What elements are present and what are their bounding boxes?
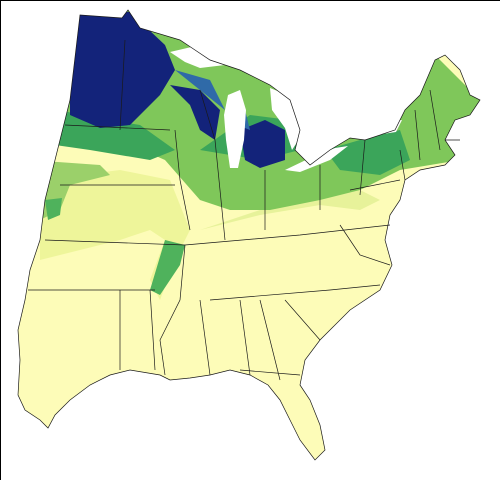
lake — [170, 40, 270, 68]
high-region — [45, 198, 185, 295]
highest-region — [70, 10, 285, 168]
lake — [270, 88, 305, 150]
outline — [17, 9, 481, 461]
lake — [285, 146, 348, 172]
mid-low-region — [200, 190, 380, 230]
lake — [360, 120, 402, 136]
very-high-region — [175, 70, 250, 130]
lake — [224, 90, 246, 168]
state-borders — [17, 9, 481, 461]
mid-low-region — [40, 170, 190, 300]
lakes — [170, 40, 402, 172]
border — [28, 39, 460, 381]
